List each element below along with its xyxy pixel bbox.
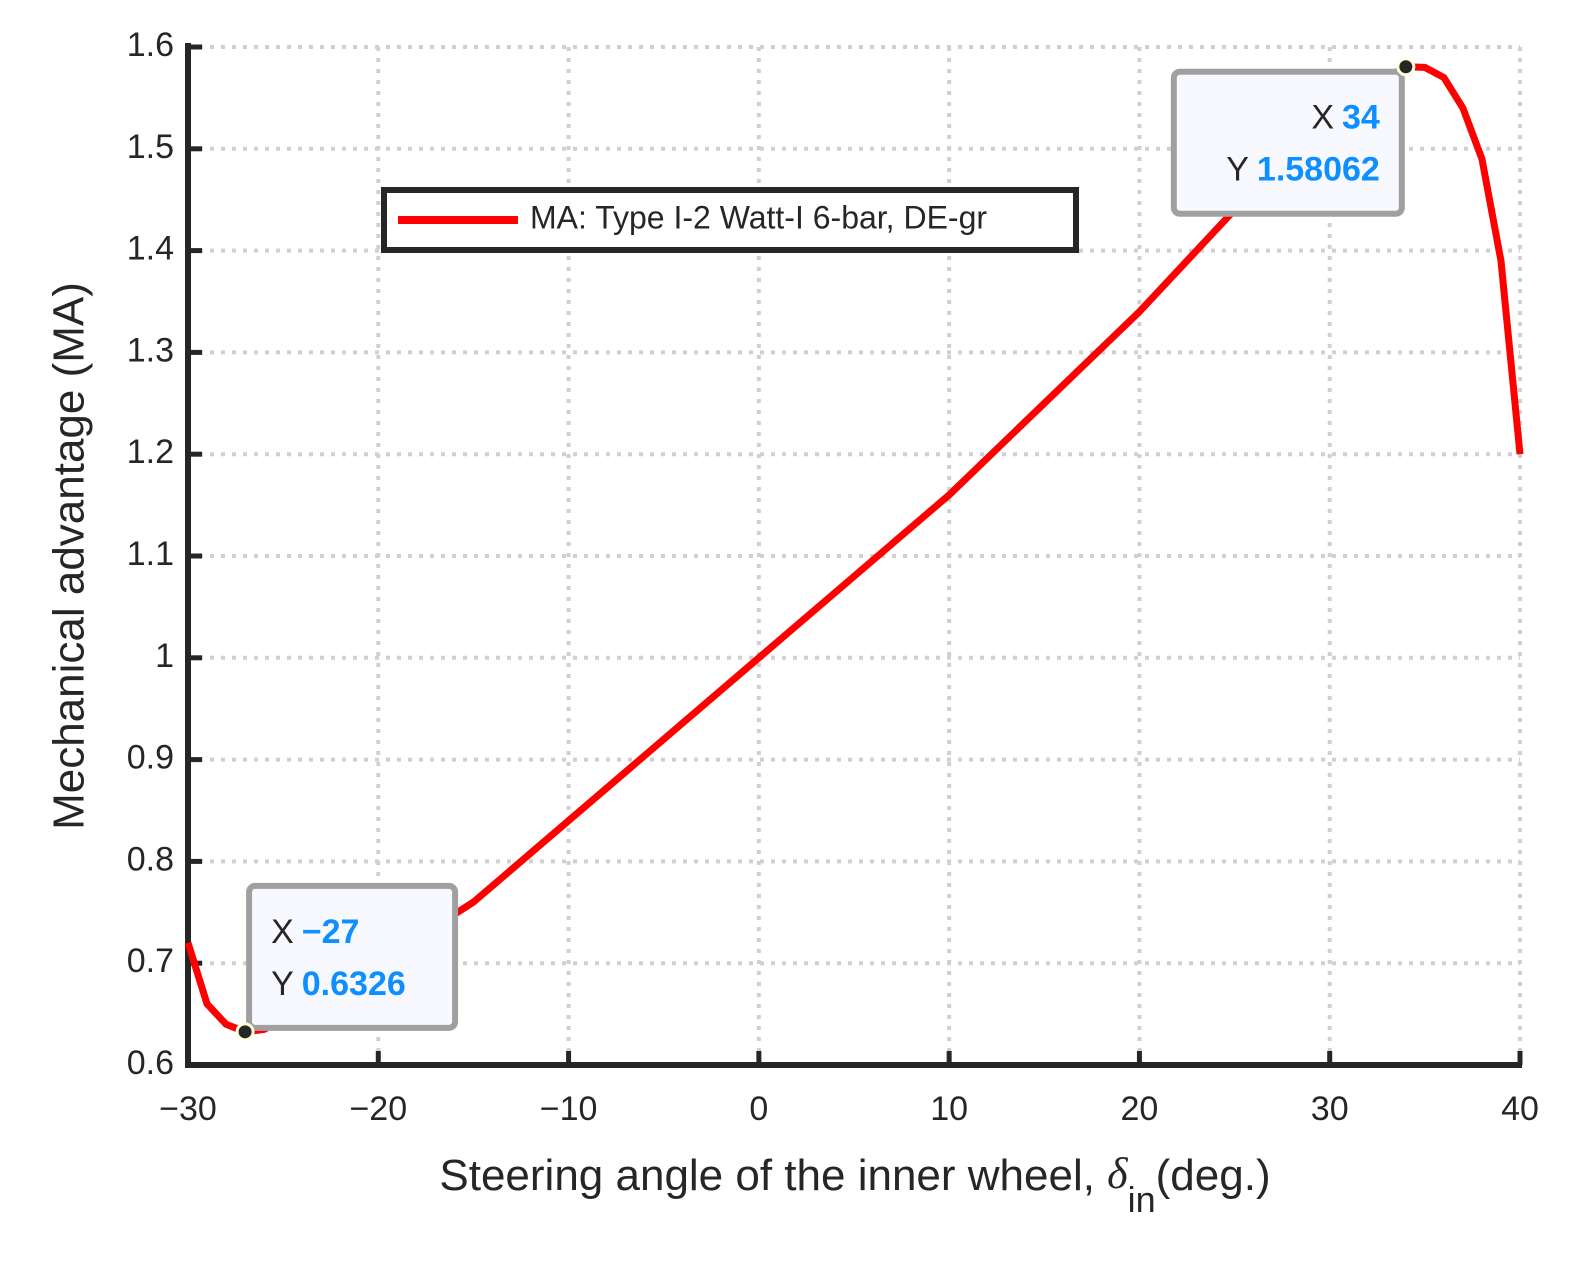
x-tick-label: −20 [349,1090,407,1128]
y-tick-label: 0.6 [127,1044,174,1082]
y-tick-label: 1.5 [127,128,174,166]
legend-label: MA: Type I-2 Watt-I 6-bar, DE-gr [530,199,987,235]
datatip-text: Y 0.6326 [271,965,406,1003]
y-axis-label: Mechanical advantage (MA) [45,282,94,830]
datatip-label: X [1311,99,1334,137]
y-tick-label: 1.1 [127,535,174,573]
y-tick-label: 0.7 [127,942,174,980]
datatip-marker [1396,57,1416,77]
datatip-value: 0.6326 [302,965,406,1003]
legend-box [381,187,1079,253]
y-tick-label: 1.4 [127,230,174,268]
x-label-subscript: in [1128,1179,1156,1220]
datatip-value: 34 [1342,99,1380,137]
x-label-symbol: δ [1107,1149,1129,1198]
datatip-label: X [271,913,294,951]
datatip-label: Y [271,965,294,1003]
x-tick-label: 30 [1311,1090,1349,1128]
x-tick-label: 0 [749,1090,768,1128]
y-tick-label: 0.9 [127,739,174,777]
datatip-marker [235,1022,255,1042]
datatip-box [1170,68,1405,217]
datatip-box [246,882,459,1031]
y-tick-label: 1.2 [127,433,174,471]
datatip-label: Y [1226,151,1249,189]
x-axis-label: Steering angle of the inner wheel, δin(d… [439,1149,1270,1219]
datatip-text: X −27 [271,913,359,951]
x-tick-label: 40 [1501,1090,1539,1128]
y-tick-label: 1 [155,637,174,675]
datatip-text: X 34 [1311,99,1380,137]
y-tick-label: 1.3 [127,331,174,369]
x-tick-label: 10 [930,1090,968,1128]
x-label-unit: (deg.) [1156,1151,1271,1200]
x-tick-label: −30 [159,1090,217,1128]
x-tick-label: −10 [540,1090,598,1128]
y-tick-label: 1.6 [127,26,174,64]
datatip-value: 1.58062 [1257,151,1380,189]
x-label-text: Steering angle of the inner wheel, [439,1151,1107,1200]
datatip-text: Y 1.58062 [1226,151,1380,189]
x-tick-label: 20 [1121,1090,1159,1128]
datatip-value: −27 [302,913,360,951]
y-tick-label: 0.8 [127,840,174,878]
axes [185,43,1522,1068]
